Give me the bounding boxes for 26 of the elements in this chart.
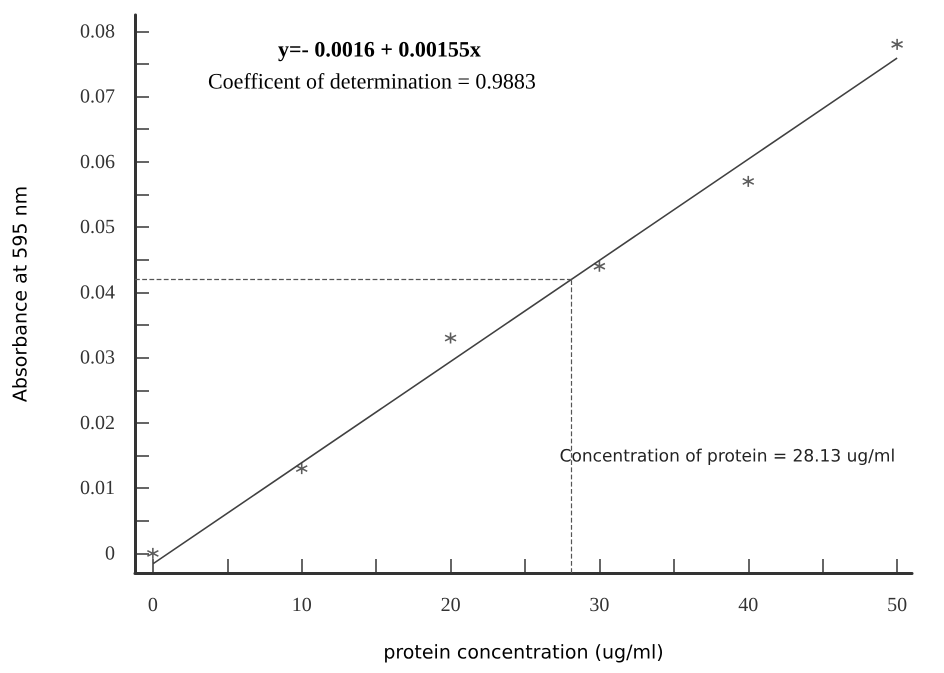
annotation: y=- 0.0016 + 0.00155x — [278, 36, 481, 62]
point — [444, 332, 457, 344]
y-tick-label: 0.07 — [80, 86, 115, 108]
x-tick-label: 20 — [440, 594, 461, 616]
point — [890, 38, 904, 51]
point — [295, 462, 308, 475]
x-tick-label: 30 — [589, 594, 610, 616]
y-tick-label: 0.01 — [80, 477, 115, 500]
x-tick-label: 50 — [887, 594, 908, 616]
x-axis-title: protein concentration (ug/ml) — [383, 642, 664, 664]
y-axis-title: Absorbance at 595 nm — [10, 186, 32, 402]
y-tick-label: 0 — [105, 542, 115, 564]
ref-line-label: Concentration of protein = 28.13 ug/ml — [560, 446, 896, 466]
y-tick-label: 0.03 — [80, 346, 115, 369]
y-tick-label: 0.02 — [80, 412, 115, 434]
y-tick-label: 0.04 — [80, 281, 115, 304]
y-tick-label: 0.06 — [80, 150, 115, 173]
y-tick-label: 0.08 — [80, 20, 115, 42]
point — [742, 175, 755, 188]
annotation: Coefficent of determination = 0.9883 — [208, 68, 536, 94]
point — [146, 547, 160, 560]
x-tick-label: 40 — [738, 594, 758, 616]
x-tick-label: 10 — [292, 594, 312, 616]
y-tick-label: 0.05 — [80, 216, 115, 238]
x-tick-label: 0 — [148, 594, 158, 616]
point — [593, 260, 606, 273]
